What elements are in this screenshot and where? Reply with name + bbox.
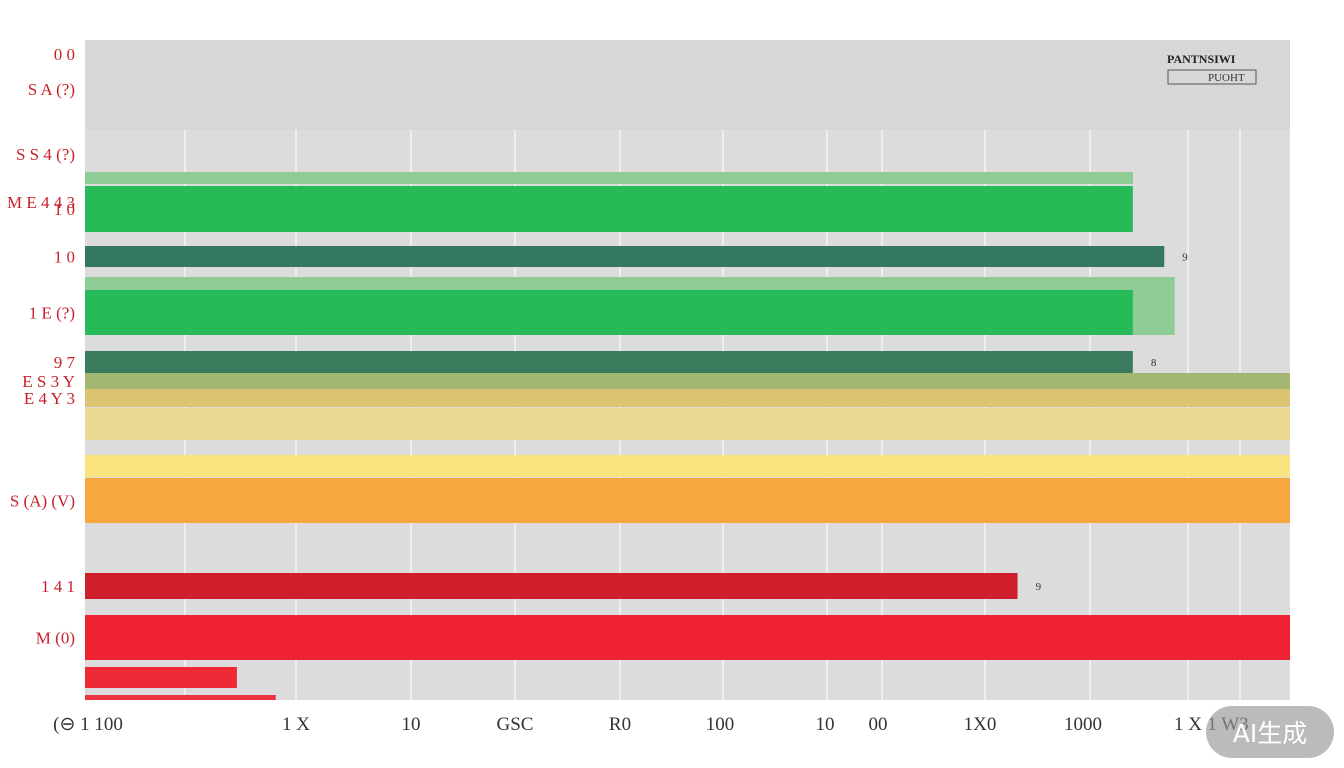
- bar-annotation-2: 9: [1182, 252, 1188, 264]
- x-tick-label-3: GSC: [497, 714, 534, 735]
- bar-0: [85, 186, 1133, 232]
- bar-7: [85, 389, 1290, 407]
- x-tick-label-7: 00: [869, 714, 888, 735]
- bar-12: [85, 615, 1290, 660]
- y-tick-label-0: 1 0: [54, 200, 75, 219]
- x-tick-label-2: 10: [402, 714, 421, 735]
- y-tick-label-2: 1 0: [54, 248, 75, 267]
- bar-11: [85, 573, 1018, 599]
- bar-13: [85, 667, 237, 688]
- bar-8: [85, 408, 1290, 440]
- top-label-0: 0 0: [54, 45, 75, 64]
- ai-generated-badge: AI生成: [1206, 706, 1334, 758]
- legend-title: PANTNSIWI: [1167, 52, 1236, 66]
- legend: PANTNSIWI PUOHT: [1167, 52, 1257, 85]
- bar-5: [85, 351, 1133, 373]
- bar-9: [85, 455, 1290, 477]
- y-tick-label-10: S (A) (V): [10, 492, 75, 511]
- y-tick-label-11: 1 4 1: [41, 577, 75, 596]
- y-tick-label-12: M (0): [36, 629, 75, 648]
- legend-item: PUOHT: [1208, 72, 1245, 84]
- y-tick-label-4: 1 E (?): [29, 304, 75, 323]
- x-tick-label-8: 1X0: [964, 714, 997, 735]
- plot-header-band: [85, 40, 1290, 130]
- bar-6: [85, 373, 1290, 389]
- top-label-2: S S 4 (?): [16, 145, 75, 164]
- bar-annotation-11: 9: [1036, 581, 1042, 593]
- x-tick-label-1: 1 X: [282, 714, 310, 735]
- y-tick-label-6: E S 3 Y: [22, 372, 75, 391]
- bar-10: [85, 478, 1290, 523]
- y-tick-label-7: E 4 Y 3: [24, 389, 75, 408]
- x-tick-label-4: R0: [609, 714, 631, 735]
- bar-annotation-5: 8: [1151, 357, 1157, 369]
- x-tick-label-9: 1000: [1064, 714, 1102, 735]
- bar-annotations: 9 8 9: [1036, 252, 1189, 594]
- bar-14: [85, 695, 276, 700]
- bar-4: [85, 290, 1133, 335]
- x-tick-label-6: 10: [816, 714, 835, 735]
- y-tick-labels: 1 0 1 0 1 E (?) 9 7E S 3 YE 4 Y 3 S (A) (V) 1…: [7, 45, 76, 648]
- x-tick-label-0: (⊖ 1 100: [53, 714, 123, 735]
- y-tick-label-5: 9 7: [54, 353, 76, 372]
- x-tick-label-5: 100: [706, 714, 735, 735]
- x-tick-label-10: 1 X: [1174, 714, 1202, 735]
- top-label-3: M E 4 4 3: [7, 193, 75, 212]
- bar-2: [85, 246, 1165, 267]
- top-label-1: S A (?): [28, 80, 75, 99]
- bar-highlight-strip: [85, 172, 1133, 184]
- bars-group: [85, 172, 1290, 700]
- legend-box: [1167, 69, 1257, 85]
